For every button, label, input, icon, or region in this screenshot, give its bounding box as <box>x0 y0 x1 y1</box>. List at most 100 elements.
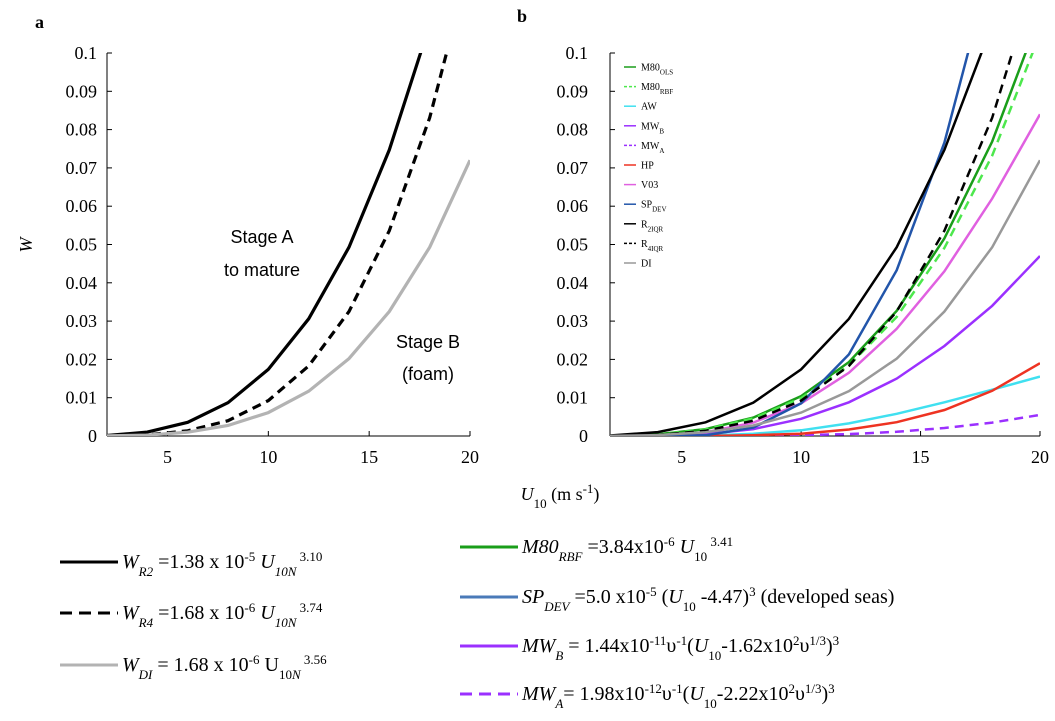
text-part: (developed seas) <box>756 586 895 608</box>
text-part: N <box>291 667 302 682</box>
text-part: ( <box>657 586 669 608</box>
x-tick-label: 5 <box>163 447 172 467</box>
text-part: SP <box>641 200 653 211</box>
text-part: 2IQR <box>648 225 664 233</box>
y-tick-label: 0.1 <box>566 43 589 63</box>
text-part: MW <box>521 683 558 705</box>
text-part: DI <box>138 667 153 682</box>
series-line <box>610 53 983 436</box>
text-part: A <box>554 696 563 711</box>
series-line <box>610 362 1040 436</box>
y-tick-label: 0.06 <box>557 196 589 216</box>
text-part: W <box>122 602 141 624</box>
text-part: ( <box>687 635 694 657</box>
text-part: 3.41 <box>707 534 733 549</box>
y-tick-label: 0.06 <box>66 196 98 216</box>
text-part: -1.62x10 <box>721 635 793 657</box>
text-part: R <box>641 239 648 250</box>
series-line <box>610 113 1040 436</box>
y-tick-label: 0 <box>579 426 588 446</box>
text-part: U <box>255 551 276 573</box>
plot-area <box>107 53 470 436</box>
text-part: (m s <box>547 484 583 505</box>
text-part: ) <box>821 683 828 705</box>
series-line <box>610 159 1040 436</box>
text-part: DEV <box>543 599 571 614</box>
text-part: 10N <box>275 564 298 579</box>
y-tick-label: 0.04 <box>557 273 589 293</box>
text-part: -5 <box>244 549 255 564</box>
text-part: U <box>668 586 684 608</box>
text-part: 1/3 <box>809 633 826 648</box>
legend-label: R2IQR <box>641 219 664 233</box>
text-part: 3.56 <box>301 652 328 667</box>
y-tick-label: 0.07 <box>557 158 589 178</box>
series-line <box>610 255 1040 436</box>
text-part: 10 <box>704 696 717 711</box>
y-tick-label: 0.05 <box>66 235 98 255</box>
text-part: 3 <box>749 584 756 599</box>
text-part: 2 <box>788 681 795 696</box>
text-part: = 1.98x10 <box>563 683 644 705</box>
y-tick-label: 0.05 <box>557 235 589 255</box>
text-part: U <box>255 602 276 624</box>
x-tick-label: 15 <box>912 447 930 467</box>
panel-label: a <box>35 12 44 32</box>
y-tick-label: 0.1 <box>75 43 98 63</box>
text-part: -2.22x10 <box>717 683 789 705</box>
equation: M80RBF =3.84x10-6 U10 3.41 <box>521 534 733 564</box>
text-part: -6 <box>244 600 255 615</box>
text-part: 10N <box>275 615 298 630</box>
legend-label: AW <box>641 102 657 113</box>
text-part: 3.74 <box>296 600 323 615</box>
text-part: B <box>555 648 563 663</box>
equation: WR2 =1.38 x 10-5 U10N 3.10 <box>122 549 322 579</box>
y-tick-label: 0.03 <box>66 311 98 331</box>
series-line <box>107 159 470 436</box>
y-tick-label: 0.07 <box>66 158 98 178</box>
equation: WDI = 1.68 x 10-6 U10N 3.56 <box>122 652 327 682</box>
text-part: 10 <box>694 549 707 564</box>
text-part: RBF <box>558 549 584 564</box>
text-part: OLS <box>660 69 673 77</box>
series-line <box>610 53 1034 436</box>
text-part: U <box>694 635 710 657</box>
annotation: Stage A <box>230 227 293 247</box>
text-part: U <box>521 484 535 504</box>
text-part: R <box>641 219 648 230</box>
equation: WR4 =1.68 x 10-6 U10N 3.74 <box>122 600 323 630</box>
text-part: DEV <box>652 206 666 214</box>
text-part: 2 <box>793 633 800 648</box>
y-tick-label: 0.02 <box>66 349 98 369</box>
text-part: SP <box>522 586 544 608</box>
text-part: MW <box>641 141 660 152</box>
text-part: 10 <box>534 496 547 511</box>
y-tick-label: 0.01 <box>557 388 589 408</box>
text-part: -1 <box>676 633 687 648</box>
text-part: MW <box>521 635 558 657</box>
text-part: B <box>659 127 664 135</box>
text-part: -6 <box>664 534 675 549</box>
text-part: W <box>122 654 141 676</box>
legend: M80OLSM80RBFAWMWBMWAHPV03SPDEVR2IQRR4IQR… <box>624 63 673 270</box>
text-part: =1.38 x 10 <box>153 551 244 573</box>
y-tick-label: 0.08 <box>557 120 589 140</box>
text-part: =5.0 x10 <box>570 586 646 608</box>
text-part: -6 <box>249 652 260 667</box>
legend-label: V03 <box>641 180 658 191</box>
text-part: U <box>260 654 280 676</box>
legend-label: R4IQR <box>641 239 664 253</box>
y-tick-label: 0.02 <box>557 349 589 369</box>
text-part: ( <box>683 683 690 705</box>
text-part: V03 <box>641 180 658 191</box>
text-part: υ <box>662 683 672 705</box>
legend-label: SPDEV <box>641 200 667 214</box>
text-part: -12 <box>645 681 662 696</box>
x-tick-label: 20 <box>461 447 479 467</box>
text-part: M80 <box>641 82 660 93</box>
equation: MWA= 1.98x10-12υ-1(U10-2.22x102υ1/3)3 <box>521 681 835 711</box>
x-tick-label: 10 <box>259 447 277 467</box>
text-part: W <box>122 551 141 573</box>
